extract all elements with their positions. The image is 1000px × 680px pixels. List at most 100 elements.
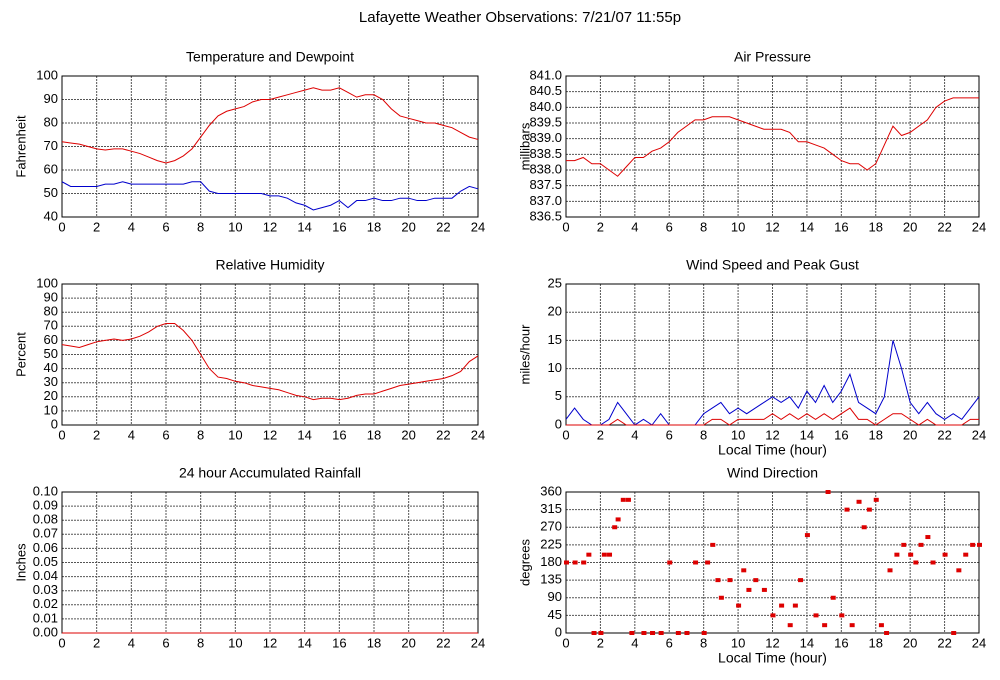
data-point xyxy=(873,497,879,502)
x-tick-label: 0 xyxy=(562,427,569,442)
x-tick-label: 20 xyxy=(401,219,415,234)
data-point xyxy=(684,631,690,635)
y-tick-label: 0.00 xyxy=(33,624,58,639)
x-tick-label: 4 xyxy=(631,427,638,442)
data-point xyxy=(813,613,819,618)
x-tick-label: 16 xyxy=(834,219,848,234)
x-tick-label: 10 xyxy=(731,427,745,442)
y-tick-label: 40 xyxy=(44,360,58,375)
y-tick-label: 20 xyxy=(548,304,562,319)
data-point xyxy=(753,578,759,583)
chart-title: 24 hour Accumulated Rainfall xyxy=(179,465,361,481)
x-tick-label: 24 xyxy=(972,427,986,442)
y-tick-label: 80 xyxy=(44,304,58,319)
x-tick-label: 22 xyxy=(436,219,450,234)
x-axis-label: Local Time (hour) xyxy=(718,442,827,458)
chart-title: Wind Speed and Peak Gust xyxy=(686,257,859,273)
y-tick-label: 0.09 xyxy=(33,498,58,513)
data-point xyxy=(804,533,810,538)
y-tick-label: 837.5 xyxy=(529,177,562,192)
x-tick-label: 6 xyxy=(162,635,169,650)
plot-frame xyxy=(61,75,479,218)
x-tick-label: 16 xyxy=(332,635,346,650)
x-tick-label: 2 xyxy=(93,635,100,650)
data-point xyxy=(798,578,804,583)
data-point xyxy=(741,568,747,573)
x-tick-label: 4 xyxy=(128,219,135,234)
x-tick-label: 10 xyxy=(228,219,242,234)
y-tick-label: 840.5 xyxy=(529,83,562,98)
data-line xyxy=(61,87,479,164)
chart-title: Air Pressure xyxy=(734,49,811,65)
x-tick-label: 12 xyxy=(263,219,277,234)
data-point xyxy=(925,535,931,540)
x-tick-label: 12 xyxy=(263,635,277,650)
x-tick-label: 12 xyxy=(765,427,779,442)
y-tick-label: 0.06 xyxy=(33,540,58,555)
x-tick-label: 6 xyxy=(666,635,673,650)
x-tick-label: 18 xyxy=(367,427,381,442)
page-title: Lafayette Weather Observations: 7/21/07 … xyxy=(359,9,681,26)
data-point xyxy=(761,587,767,592)
data-point xyxy=(963,552,969,557)
y-axis-label: Percent xyxy=(13,332,28,377)
data-point xyxy=(667,560,673,565)
x-tick-label: 6 xyxy=(666,427,673,442)
data-point xyxy=(913,560,919,565)
y-tick-label: 60 xyxy=(44,332,58,347)
x-tick-label: 6 xyxy=(162,219,169,234)
y-tick-label: 0.08 xyxy=(33,512,58,527)
y-tick-label: 315 xyxy=(540,501,562,516)
x-tick-label: 20 xyxy=(401,635,415,650)
x-tick-label: 8 xyxy=(700,427,707,442)
x-tick-label: 0 xyxy=(58,219,65,234)
y-tick-label: 135 xyxy=(540,572,562,587)
x-tick-label: 24 xyxy=(972,635,986,650)
x-tick-label: 24 xyxy=(972,219,986,234)
y-tick-label: 841.0 xyxy=(529,67,562,82)
x-tick-label: 4 xyxy=(631,219,638,234)
data-point xyxy=(736,603,742,608)
data-point xyxy=(970,542,976,547)
data-point xyxy=(918,542,924,547)
y-tick-label: 0.02 xyxy=(33,596,58,611)
data-point xyxy=(601,552,607,557)
data-point xyxy=(564,560,569,565)
x-tick-label: 0 xyxy=(58,635,65,650)
x-tick-label: 14 xyxy=(800,635,814,650)
y-tick-label: 360 xyxy=(540,483,562,498)
x-tick-label: 18 xyxy=(869,219,883,234)
x-tick-label: 0 xyxy=(562,635,569,650)
y-tick-label: 70 xyxy=(44,318,58,333)
x-tick-label: 14 xyxy=(297,427,311,442)
data-point xyxy=(705,560,711,565)
y-tick-label: 0.05 xyxy=(33,554,58,569)
y-axis-label: degrees xyxy=(517,539,532,586)
x-tick-label: 14 xyxy=(297,219,311,234)
x-tick-label: 22 xyxy=(937,635,951,650)
data-point xyxy=(866,507,872,512)
data-point xyxy=(830,595,836,600)
y-tick-label: 180 xyxy=(540,554,562,569)
y-tick-label: 0 xyxy=(555,416,562,431)
x-tick-label: 12 xyxy=(263,427,277,442)
y-tick-label: 0.04 xyxy=(33,568,58,583)
x-tick-label: 8 xyxy=(197,427,204,442)
x-tick-label: 14 xyxy=(800,219,814,234)
x-tick-label: 0 xyxy=(562,219,569,234)
data-point xyxy=(901,542,907,547)
y-tick-label: 30 xyxy=(44,374,58,389)
y-tick-label: 10 xyxy=(44,402,58,417)
x-tick-label: 16 xyxy=(332,219,346,234)
data-point xyxy=(844,507,850,512)
data-point xyxy=(581,560,587,565)
data-point xyxy=(586,552,592,557)
y-tick-label: 45 xyxy=(548,607,562,622)
x-tick-label: 22 xyxy=(937,219,951,234)
y-tick-label: 90 xyxy=(548,589,562,604)
data-point xyxy=(977,542,982,547)
data-point xyxy=(718,595,724,600)
y-tick-label: 838.0 xyxy=(529,161,562,176)
y-tick-label: 100 xyxy=(36,67,58,82)
plot-frame xyxy=(61,283,479,426)
